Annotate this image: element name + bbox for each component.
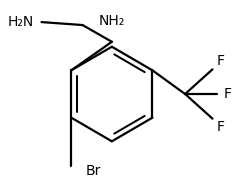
Text: F: F (216, 119, 224, 133)
Text: NH₂: NH₂ (99, 14, 125, 28)
Text: F: F (216, 54, 224, 68)
Text: F: F (223, 87, 231, 101)
Text: Br: Br (86, 164, 101, 178)
Text: H₂N: H₂N (8, 15, 34, 29)
